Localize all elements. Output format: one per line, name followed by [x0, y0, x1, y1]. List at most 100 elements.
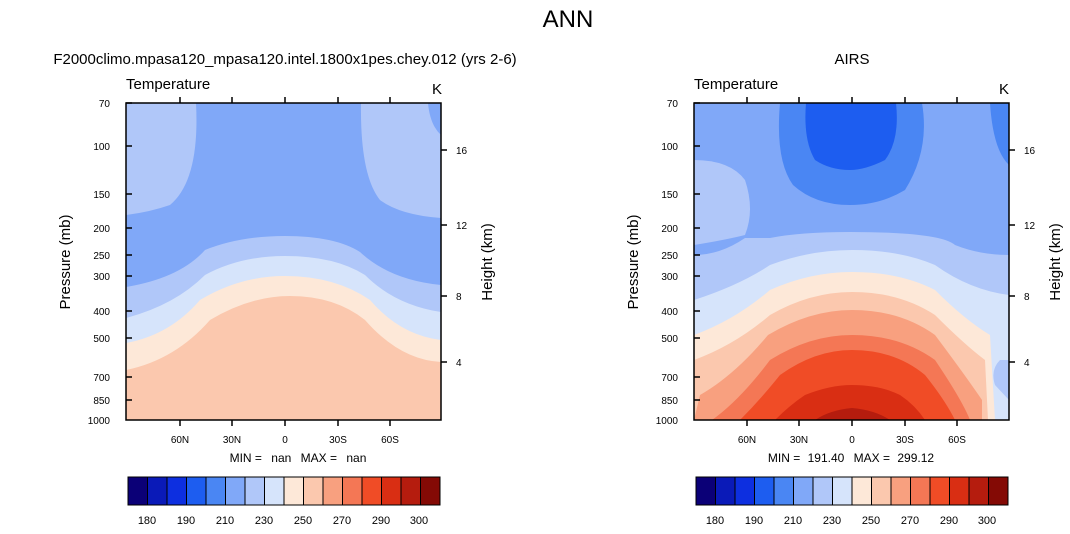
right-y2label: Height (km) — [1047, 223, 1064, 301]
right-max-value: 299.12 — [897, 451, 934, 465]
right-colorbar-swatch-5 — [793, 476, 814, 506]
left-y2tick-8: 8 — [456, 292, 462, 303]
right-axis-ticks — [694, 97, 1015, 426]
left-contour-band-220-east — [428, 103, 441, 135]
right-colorbar-swatch-11 — [910, 476, 931, 506]
right-colorbar-swatch-4 — [773, 476, 794, 506]
left-y2-tick-labels: 16 12 8 4 — [456, 146, 468, 369]
left-y-tick-labels: 70 100 150 200 250 300 400 500 700 850 1… — [88, 99, 111, 427]
left-ytick-300: 300 — [93, 272, 110, 283]
right-cbar-label-230: 230 — [823, 515, 841, 527]
right-ytick-700: 700 — [661, 373, 678, 384]
left-colorbar-swatch-6 — [244, 476, 265, 506]
left-contour-band-230-east — [360, 103, 441, 218]
right-colorbar-swatch-2 — [734, 476, 755, 506]
right-x-tick-labels: 60N 30N 0 30S 60S — [738, 435, 966, 446]
left-xtick-30n: 30N — [223, 435, 241, 446]
right-ytick-300: 300 — [661, 272, 678, 283]
left-colorbar — [127, 476, 441, 506]
right-colorbar — [695, 476, 1009, 506]
left-xtick-30s: 30S — [329, 435, 347, 446]
left-units-label: K — [432, 81, 442, 98]
left-colorbar-swatch-11 — [342, 476, 363, 506]
left-colorbar-swatch-8 — [283, 476, 304, 506]
left-colorbar-swatch-13 — [381, 476, 402, 506]
right-min-label: MIN = — [768, 451, 800, 465]
right-colorbar-swatch-13 — [949, 476, 970, 506]
left-xtick-60n: 60N — [171, 435, 189, 446]
right-cbar-label-180: 180 — [706, 515, 724, 527]
left-colorbar-swatch-10 — [322, 476, 343, 506]
left-contour-plot — [125, 102, 442, 421]
left-colorbar-swatch-0 — [127, 476, 148, 506]
left-cbar-label-230: 230 — [255, 515, 273, 527]
left-y2tick-4: 4 — [456, 358, 462, 369]
left-ytick-200: 200 — [93, 224, 110, 235]
right-units-label: K — [999, 81, 1009, 98]
left-ytick-1000: 1000 — [88, 416, 111, 427]
left-panel: F2000climo.mpasa120_mpasa120.intel.1800x… — [53, 51, 516, 527]
right-contour-band-240-se — [993, 360, 1009, 400]
right-colorbar-swatch-7 — [832, 476, 853, 506]
right-xtick-30s: 30S — [896, 435, 914, 446]
right-y2tick-8: 8 — [1024, 292, 1030, 303]
left-cbar-label-210: 210 — [216, 515, 234, 527]
right-y-tick-labels: 70 100 150 200 250 300 400 500 700 850 1… — [656, 99, 679, 427]
right-panel-title: AIRS — [834, 51, 869, 68]
right-cbar-label-300: 300 — [978, 515, 996, 527]
right-panel: AIRS Temperature K — [625, 51, 1064, 527]
right-colorbar-swatch-8 — [851, 476, 872, 506]
right-contour-band-300 — [815, 408, 890, 420]
right-ytick-250: 250 — [661, 251, 678, 262]
left-contour-band-230-west — [126, 103, 197, 215]
left-y2tick-12: 12 — [456, 221, 468, 232]
left-cbar-label-300: 300 — [410, 515, 428, 527]
right-y2tick-4: 4 — [1024, 358, 1030, 369]
right-contour-band-210-east — [990, 103, 1009, 165]
left-colorbar-swatch-12 — [361, 476, 382, 506]
left-ytick-500: 500 — [93, 334, 110, 345]
left-contour-band-270 — [126, 296, 441, 420]
left-xtick-60s: 60S — [381, 435, 399, 446]
left-colorbar-swatch-4 — [205, 476, 226, 506]
left-y2tick-16: 16 — [456, 146, 468, 157]
right-ytick-400: 400 — [661, 307, 678, 318]
right-colorbar-swatch-0 — [695, 476, 716, 506]
right-ytick-500: 500 — [661, 334, 678, 345]
left-plot-frame — [125, 102, 442, 421]
right-ytick-850: 850 — [661, 396, 678, 407]
left-xtick-0: 0 — [282, 435, 288, 446]
left-ytick-70: 70 — [99, 99, 111, 110]
left-ytick-850: 850 — [93, 396, 110, 407]
left-axis-ticks — [126, 97, 447, 426]
right-colorbar-swatch-12 — [929, 476, 950, 506]
left-min-value: nan — [271, 451, 291, 465]
right-colorbar-swatch-9 — [871, 476, 892, 506]
right-y2tick-16: 16 — [1024, 146, 1036, 157]
left-panel-title: F2000climo.mpasa120_mpasa120.intel.1800x… — [53, 51, 516, 68]
right-cbar-label-250: 250 — [862, 515, 880, 527]
left-max-value: nan — [346, 451, 366, 465]
left-cbar-label-190: 190 — [177, 515, 195, 527]
right-xtick-60s: 60S — [948, 435, 966, 446]
right-colorbar-swatch-1 — [715, 476, 736, 506]
left-cbar-label-290: 290 — [372, 515, 390, 527]
left-max-label: MAX = — [301, 451, 337, 465]
left-cbar-label-250: 250 — [294, 515, 312, 527]
left-colorbar-swatch-2 — [166, 476, 187, 506]
right-max-label: MAX = — [854, 451, 890, 465]
left-cbar-label-270: 270 — [333, 515, 351, 527]
right-ytick-1000: 1000 — [656, 416, 679, 427]
right-contour-band-220-nw — [694, 103, 780, 180]
right-ytick-70: 70 — [667, 99, 679, 110]
right-colorbar-labels: 180 190 210 230 250 270 290 300 — [706, 515, 996, 527]
right-stats: MIN = 191.40 MAX = 299.12 — [768, 451, 934, 465]
left-ytick-250: 250 — [93, 251, 110, 262]
left-min-label: MIN = — [230, 451, 262, 465]
left-field-label: Temperature — [126, 76, 210, 93]
left-ylabel: Pressure (mb) — [57, 214, 74, 309]
right-field-label: Temperature — [694, 76, 778, 93]
right-ytick-200: 200 — [661, 224, 678, 235]
right-min-value: 191.40 — [808, 451, 845, 465]
